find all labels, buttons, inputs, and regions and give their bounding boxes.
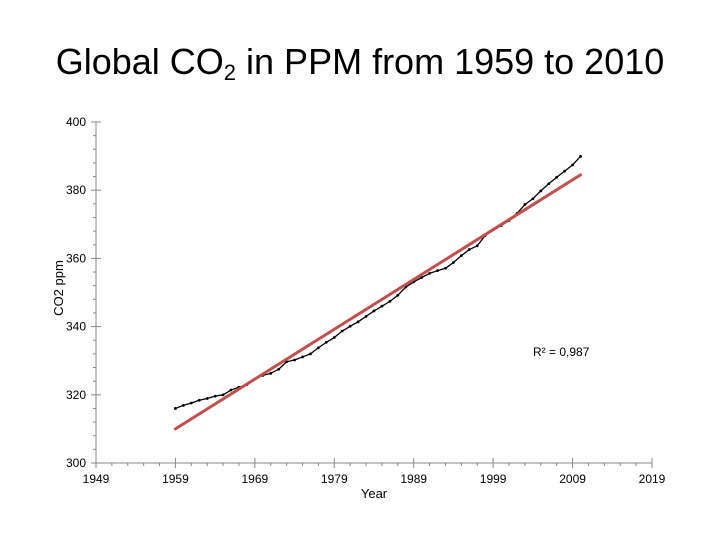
co2-data-point [539, 189, 543, 193]
co2-data-point [547, 182, 551, 186]
co2-data-point [388, 299, 392, 303]
co2-data-point [301, 355, 304, 359]
co2-data-point [332, 336, 336, 339]
co2-data-point [436, 269, 439, 273]
co2-data-point [309, 352, 312, 356]
y-tick-label: 400 [66, 115, 86, 129]
x-axis-label: Year [361, 486, 388, 501]
chart-title: Global CO2 in PPM from 1959 to 2010 [0, 44, 720, 84]
co2-data-point [174, 407, 177, 410]
co2-data-point [205, 397, 209, 400]
chart-axes [91, 121, 653, 468]
co2-data-point [277, 367, 281, 371]
co2-data-point [269, 371, 273, 375]
x-tick-label: 1989 [400, 472, 427, 486]
co2-data-point [213, 394, 217, 398]
co2-data-point [531, 197, 535, 201]
co2-data-point [380, 304, 384, 308]
series-layer [173, 155, 583, 431]
co2-data-point [428, 272, 431, 275]
co2-data-point [372, 309, 376, 313]
co2-data-point [459, 254, 463, 258]
x-tick-label: 2009 [559, 472, 586, 486]
co2-data-point [571, 163, 574, 167]
co2-data-point [467, 248, 471, 251]
y-tick-label: 380 [66, 183, 86, 197]
co2-data-point [563, 169, 567, 173]
co2-data-point [189, 401, 193, 405]
co2-data-point [356, 320, 360, 324]
co2-data-point [555, 175, 559, 179]
co2-data-point [293, 358, 296, 362]
co2-data-point [475, 244, 479, 248]
linear-trend-line [173, 173, 583, 431]
x-tick-label: 2019 [639, 472, 666, 486]
co2-data-point [579, 155, 582, 158]
co2-data-line [175, 155, 581, 410]
co2-data-point [444, 266, 447, 270]
y-tick-label: 340 [66, 320, 86, 334]
x-tick-label: 1959 [162, 472, 189, 486]
x-tick-label: 1969 [242, 472, 269, 486]
co2-data-point [420, 276, 424, 279]
co2-data-point [181, 403, 185, 407]
co2-data-point [523, 203, 527, 206]
chart-title-rest: in PPM from 1959 to 2010 [236, 41, 665, 82]
co2-data-point [221, 393, 225, 397]
co2-data-point [396, 293, 400, 297]
co2-data-point [452, 261, 455, 264]
y-axis-label: CO2 ppm [51, 260, 66, 316]
r-squared-annotation: R² = 0,987 [533, 345, 590, 359]
y-tick-labels: 300 320 340 360 380 400 [66, 115, 86, 470]
y-tick-label: 360 [66, 251, 86, 265]
co2-data-points [174, 155, 582, 410]
co2-data-point [364, 314, 368, 318]
co2-data-point [340, 329, 344, 333]
y-tick-label: 320 [66, 388, 86, 402]
y-tick-label: 300 [66, 456, 86, 470]
co2-data-point [317, 346, 320, 350]
x-tick-label: 1999 [480, 472, 507, 486]
chart-title-main: Global CO [55, 41, 224, 82]
x-tick-label: 1979 [321, 472, 348, 486]
x-tick-label: 1949 [83, 472, 110, 486]
co2-data-point [348, 324, 352, 328]
x-tick-labels: 1949 1959 1969 1979 1989 1999 2009 2019 [83, 472, 666, 486]
chart-title-subscript: 2 [223, 60, 237, 85]
co2-data-point [197, 398, 201, 402]
co2-data-point [324, 340, 328, 344]
co2-data-point [229, 388, 233, 392]
